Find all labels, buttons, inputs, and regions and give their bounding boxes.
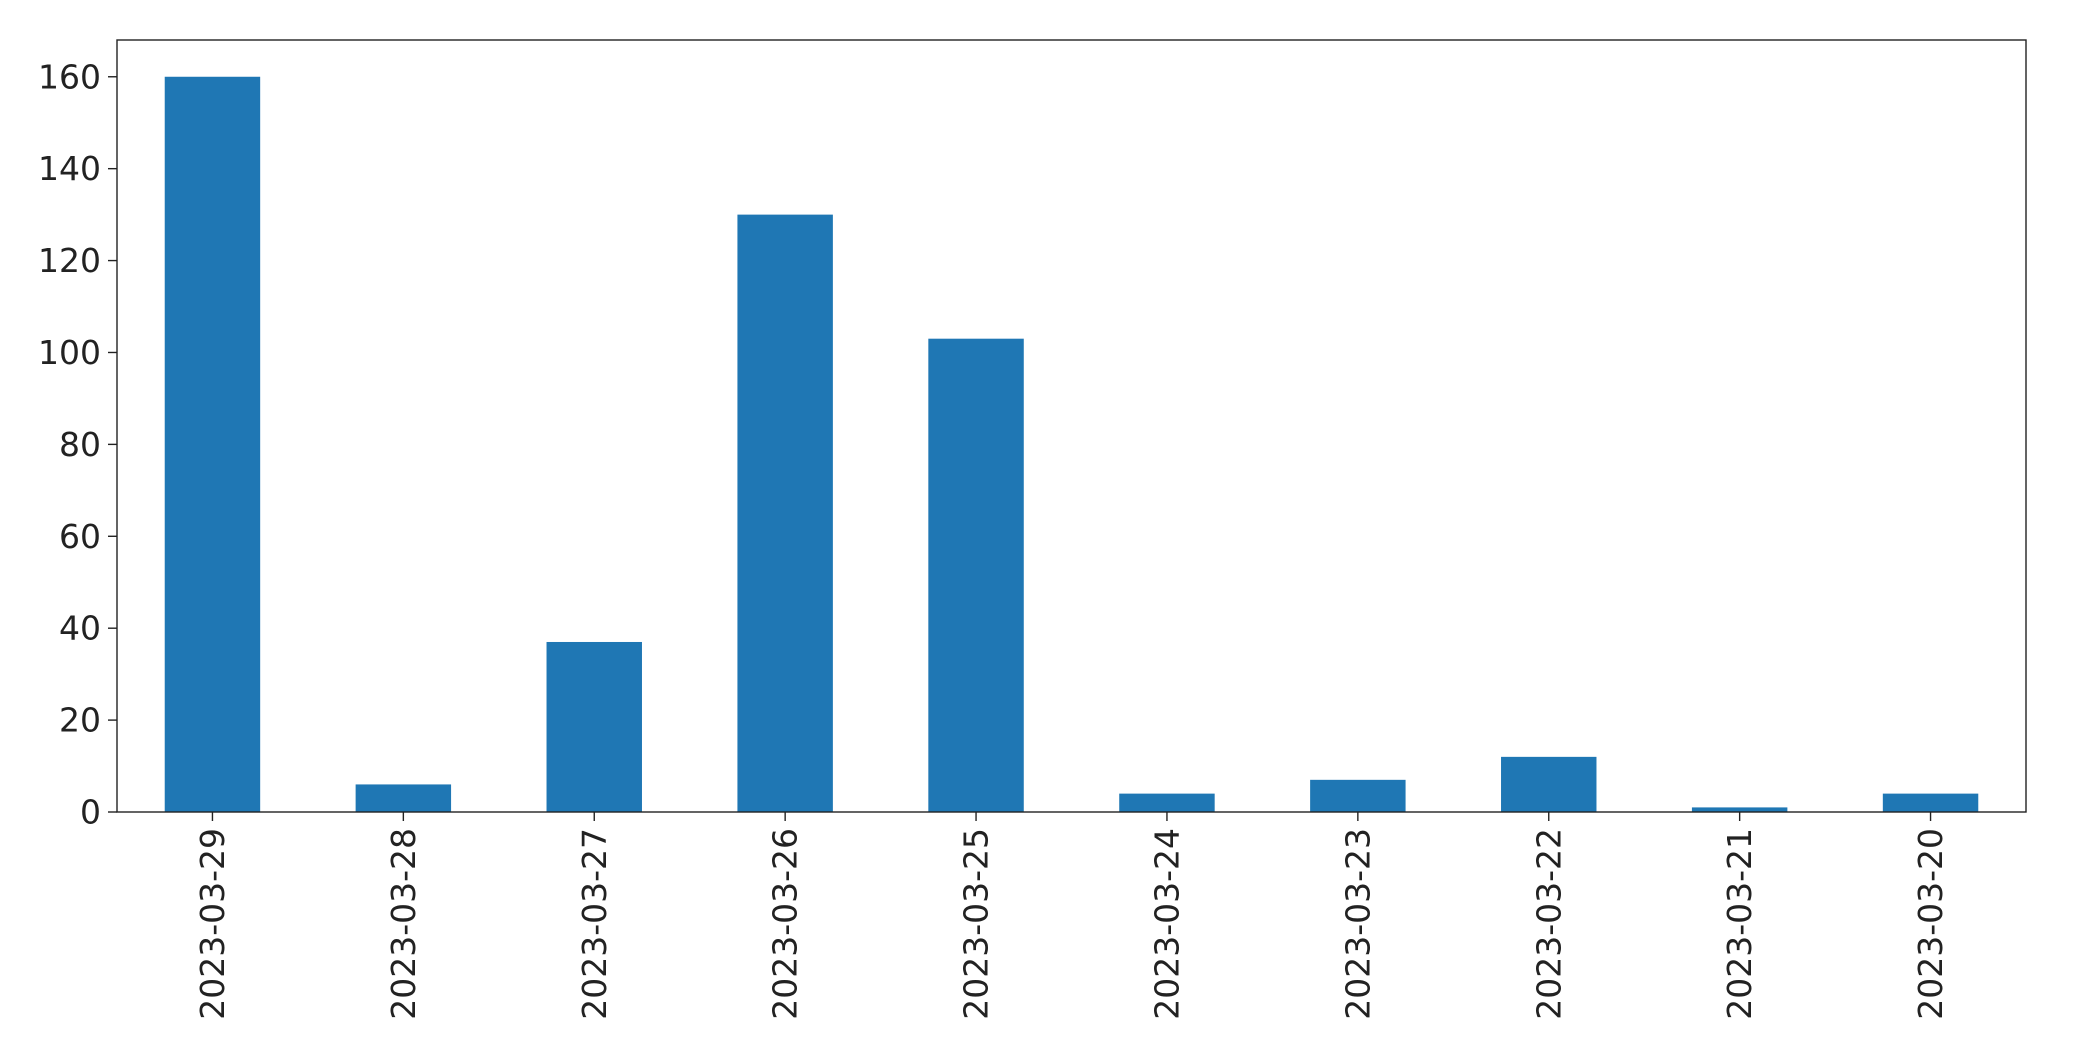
y-tick-label: 40 [59,609,101,648]
bar-2023-03-26 [737,214,833,813]
bar-2023-03-20 [1882,793,1979,812]
x-tick-label: 2023-03-24 [1147,828,1186,1020]
bar-2023-03-22 [1501,756,1597,812]
y-axis: 0 20 40 60 80 100 120 140 160 [38,57,117,832]
bar-2023-03-29 [164,76,261,812]
bar-2023-03-27 [546,641,642,812]
x-tick-label: 2023-03-29 [193,828,232,1020]
x-tick-label: 2023-03-21 [1720,828,1759,1020]
y-tick-label: 60 [59,517,101,556]
x-tick-label: 2023-03-22 [1529,828,1568,1020]
x-tick-label: 2023-03-27 [575,828,614,1020]
x-tick-label: 2023-03-26 [766,828,805,1020]
y-tick-label: 100 [38,333,101,372]
bar-2023-03-24 [1119,793,1215,812]
bars-group [164,76,1979,813]
x-tick-label: 2023-03-25 [957,828,996,1020]
x-tick-label: 2023-03-20 [1911,828,1950,1020]
x-tick-label: 2023-03-28 [384,828,423,1020]
bar-2023-03-25 [928,338,1024,812]
plot-frame [116,39,2027,813]
bar-2023-03-21 [1691,807,1788,812]
x-tick-label: 2023-03-23 [1338,828,1377,1020]
y-tick-label: 0 [80,793,101,832]
y-tick-label: 140 [38,149,101,188]
bar-2023-03-23 [1310,779,1406,812]
y-tick-label: 160 [38,57,101,96]
y-tick-label: 120 [38,241,101,280]
y-tick-label: 20 [59,701,101,740]
bar-2023-03-28 [355,784,452,812]
y-tick-label: 80 [59,425,101,464]
x-axis: 2023-03-29 2023-03-28 2023-03-27 2023-03-26… [193,812,1950,1020]
